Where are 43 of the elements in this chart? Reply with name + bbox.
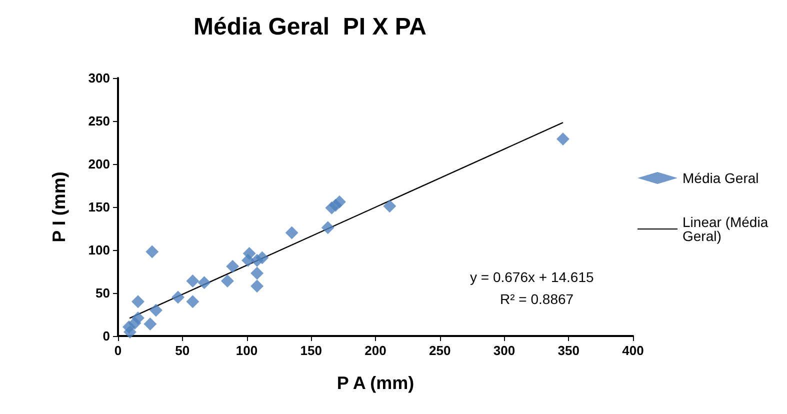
point	[186, 295, 200, 308]
point	[144, 317, 157, 330]
point	[171, 290, 184, 304]
point	[146, 245, 159, 258]
x-tick-label: 0	[114, 343, 122, 358]
y-tick-label: 250	[88, 114, 110, 128]
legend-label: Linear (Média Geral)	[682, 214, 772, 244]
point	[321, 221, 334, 234]
x-tick-label: 350	[558, 343, 580, 358]
y-tick-label: 50	[96, 286, 110, 300]
point	[131, 311, 144, 324]
point	[383, 200, 396, 213]
y-tick-label: 100	[88, 242, 110, 258]
x-tick-label: 200	[364, 343, 386, 358]
x-tick-label: 150	[300, 343, 322, 358]
y-tick-label: 200	[88, 156, 110, 172]
annotation: R² = 0.8867	[500, 291, 574, 307]
point	[242, 254, 255, 267]
point	[220, 274, 234, 288]
x-tick-label: 300	[493, 343, 516, 358]
point	[226, 260, 240, 273]
point	[332, 195, 346, 208]
y-tick-label: 0	[102, 328, 110, 344]
y-tick-label: 300	[88, 70, 110, 86]
point	[186, 274, 200, 288]
point	[250, 266, 264, 280]
x-tick-label: 50	[175, 343, 190, 358]
point	[256, 251, 269, 264]
point	[556, 132, 570, 146]
y-axis-title: P I (mm)	[49, 172, 69, 242]
point	[149, 304, 162, 317]
point	[285, 226, 298, 240]
y-tick-label: 150	[88, 200, 110, 214]
point	[131, 295, 144, 308]
x-axis-title: P A (mm)	[336, 373, 414, 393]
annotation: y = 0.676x + 14.615	[470, 269, 594, 285]
x-tick-label: 400	[622, 343, 644, 358]
x-tick-label: 100	[236, 343, 258, 358]
chart-title: Média Geral PI X PA	[194, 14, 426, 40]
point	[250, 280, 264, 293]
legend-label: Média Geral	[682, 170, 759, 186]
x-tick-label: 250	[429, 343, 451, 358]
point	[198, 276, 211, 290]
